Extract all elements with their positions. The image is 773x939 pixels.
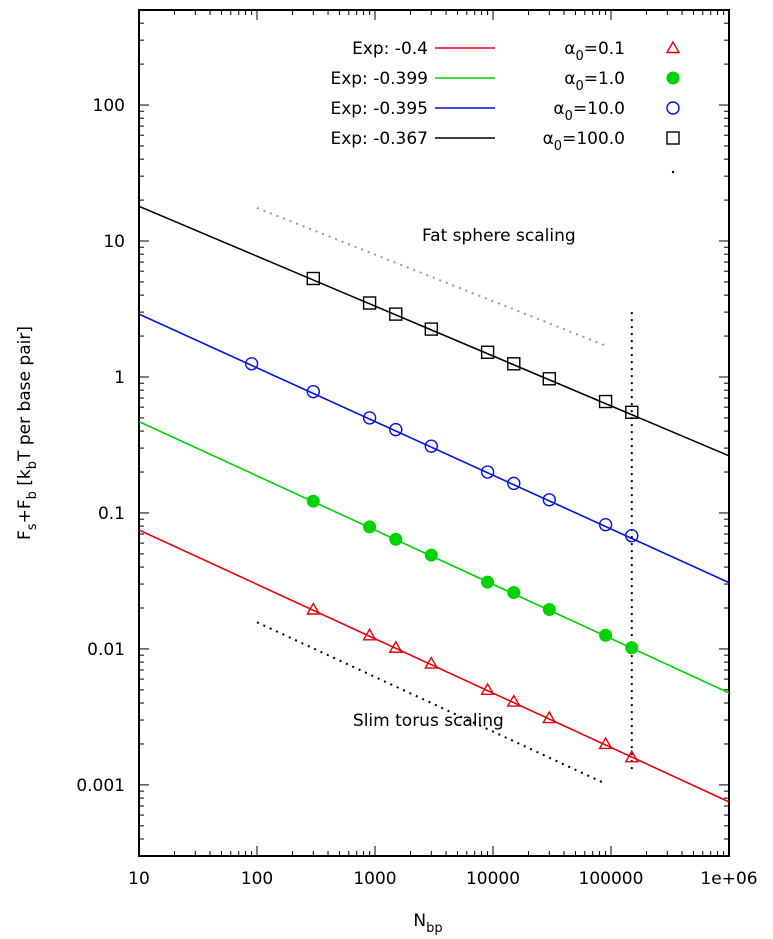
data-point-s0 — [506, 694, 521, 707]
legend-points-label: α0=0.1 — [564, 39, 625, 64]
y-axis-label: Fs+Fb [kbT per base pair] — [15, 326, 40, 540]
data-point-s0 — [542, 710, 557, 724]
y-tick-label: 10 — [103, 232, 125, 252]
y-tick-label: 1 — [114, 368, 125, 388]
legend-fit-label: Exp: -0.4 — [352, 39, 428, 59]
data-point-s3 — [542, 372, 557, 386]
plot-frame — [138, 9, 730, 857]
legend-fit-label: Exp: -0.395 — [330, 99, 428, 119]
data-point-s3 — [507, 357, 521, 371]
annotation-label: Slim torus scaling — [353, 711, 504, 731]
x-tick-label: 1000 — [353, 869, 396, 889]
annotation-label: Fat sphere scaling — [422, 226, 576, 246]
legend: Exp: -0.4 α0=0.1 Exp: -0.399 α0=1.0 Exp: -0.… — [330, 39, 681, 174]
data-point-s3 — [480, 345, 495, 359]
legend-marker-sample — [665, 40, 681, 54]
legend-marker-sample — [666, 71, 680, 85]
legend-dot-sample — [671, 170, 675, 174]
data-point-s1 — [481, 575, 495, 589]
data-point-s2 — [598, 517, 613, 532]
legend-marker-sample — [666, 101, 680, 115]
data-point-s2 — [424, 439, 439, 453]
slim-torus-guide — [256, 621, 607, 785]
data-point-s2 — [625, 529, 639, 543]
data-point-s2 — [389, 422, 403, 437]
data-point-s0 — [388, 640, 403, 653]
axis-ticks: 10 100 1000 10000 100000 1e+06 0.001 0.01 0.1 1 10… — [76, 10, 758, 889]
data-point-s3 — [424, 322, 439, 336]
legend-points-label: α0=1.0 — [564, 69, 625, 94]
data-point-s1 — [424, 548, 438, 562]
data-point-s2 — [306, 384, 321, 399]
data-point-s2 — [362, 411, 377, 425]
fit-line-2 — [139, 313, 729, 584]
data-point-s1 — [599, 628, 613, 642]
data-point-s0 — [480, 682, 495, 696]
x-tick-label: 100000 — [579, 869, 644, 889]
data-points — [244, 271, 639, 763]
data-point-s1 — [389, 532, 403, 546]
x-tick-label: 1e+06 — [700, 869, 757, 889]
data-point-s0 — [424, 656, 439, 669]
data-point-s1 — [625, 641, 639, 655]
data-point-s0 — [306, 602, 321, 615]
fit-line-3 — [139, 205, 729, 457]
y-tick-label: 0.001 — [76, 776, 125, 796]
y-tick-label: 0.01 — [87, 640, 125, 660]
data-point-s2 — [480, 465, 495, 479]
y-tick-label: 0.1 — [98, 504, 125, 524]
data-point-s1 — [306, 494, 320, 508]
data-point-s1 — [542, 602, 556, 616]
data-point-s3 — [625, 405, 639, 419]
annotations: Fat sphere scaling Slim torus scaling — [353, 226, 576, 731]
guide-lines — [256, 207, 633, 785]
data-point-s3 — [389, 307, 403, 321]
x-axis-label: Nbp — [413, 911, 442, 936]
data-point-s2 — [507, 476, 521, 491]
legend-fit-label: Exp: -0.367 — [330, 129, 428, 149]
data-point-s0 — [362, 627, 377, 641]
data-point-s2 — [244, 357, 259, 371]
x-tick-label: 10 — [128, 869, 150, 889]
data-point-s0 — [598, 736, 613, 750]
legend-points-label: α0=10.0 — [553, 99, 625, 124]
x-tick-label: 10000 — [466, 869, 520, 889]
data-point-s3 — [306, 271, 321, 286]
data-point-s1 — [507, 586, 521, 600]
x-tick-label: 100 — [241, 869, 273, 889]
data-point-s3 — [362, 296, 377, 310]
data-point-s1 — [363, 520, 377, 534]
y-tick-label: 100 — [93, 96, 125, 116]
legend-fit-label: Exp: -0.399 — [330, 69, 428, 89]
data-point-s3 — [598, 394, 613, 409]
legend-points-label: α0=100.0 — [543, 129, 625, 154]
data-point-s2 — [542, 493, 557, 507]
legend-marker-sample — [666, 131, 680, 145]
data-point-s0 — [624, 749, 639, 763]
fit-line-0 — [139, 529, 729, 803]
